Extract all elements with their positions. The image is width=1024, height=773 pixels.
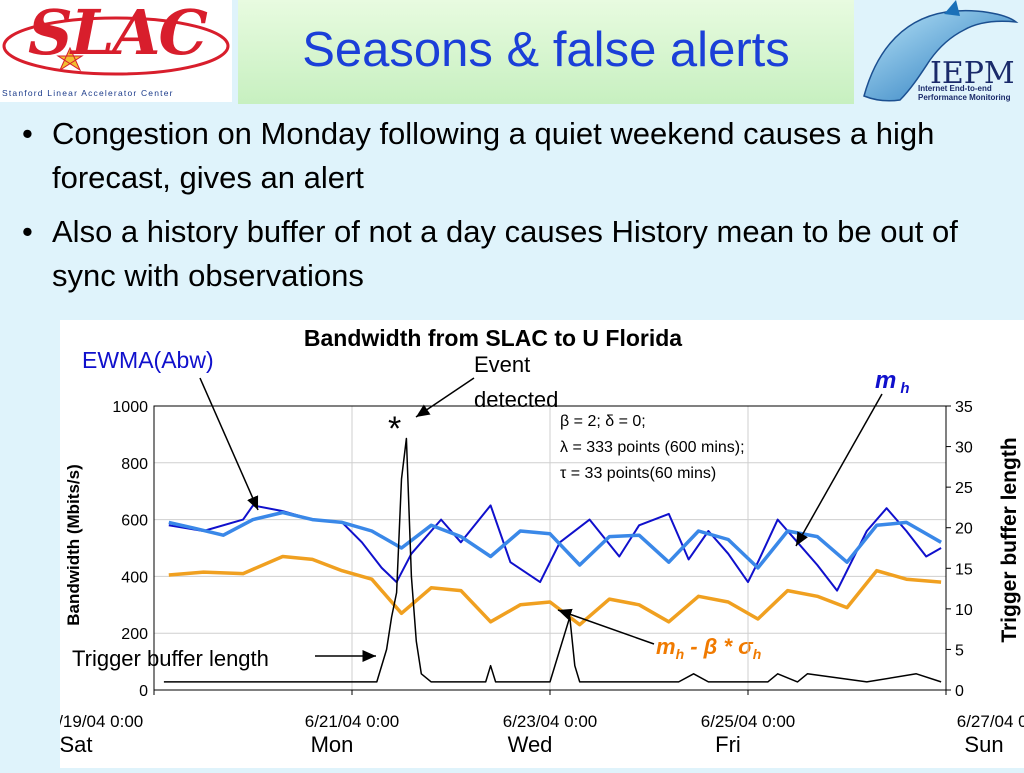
event-star-annotation: * <box>388 410 401 448</box>
iepm-logo <box>856 0 1024 108</box>
series-line <box>168 504 942 592</box>
y2-tick-label: 15 <box>955 561 973 578</box>
series-line <box>168 510 942 570</box>
ewma-arrow-icon <box>199 377 259 511</box>
bullet-list: • Congestion on Monday following a quiet… <box>22 112 1012 308</box>
param-beta-delta: β = 2; δ = 0; <box>560 413 646 430</box>
bullet-dot-icon: • <box>22 214 33 249</box>
title-box: Seasons & false alerts <box>238 0 854 104</box>
iepm-logo-text: IEPM <box>930 56 1015 91</box>
slac-logo-text: SLAC <box>28 0 208 69</box>
chart: Bandwidth from SLAC to U Florida EWMA(Ab… <box>49 320 1024 768</box>
y-tick-label: 800 <box>121 456 148 473</box>
x-day-label: Fri <box>715 732 741 757</box>
y-tick-label: 400 <box>121 569 148 586</box>
event-annotation: Event <box>474 352 530 377</box>
mh-arrow-icon <box>795 393 883 547</box>
y-axis-label: Bandwidth (Mbits/s) <box>64 464 83 625</box>
bullet-text: Also a history buffer of not a day cause… <box>52 214 958 293</box>
chart-title: Bandwidth from SLAC to U Florida <box>304 325 682 351</box>
x-day-label: Sat <box>60 732 93 757</box>
y-tick-label: 0 <box>139 683 148 700</box>
chart-gridlines <box>153 405 947 691</box>
slac-logo: SLAC Stanford Linear Accelerator Center <box>0 0 232 102</box>
param-tau: τ = 33 points(60 mins) <box>560 465 716 482</box>
param-lambda: λ = 333 points (600 mins); <box>560 439 745 456</box>
event-arrow-icon <box>415 377 475 418</box>
x-tick-label: 6/23/04 0:00 <box>503 712 598 731</box>
mh-minus-annotation: mh - β * σh <box>656 634 761 662</box>
ewma-annotation: EWMA(Abw) <box>82 347 214 373</box>
page-title: Seasons & false alerts <box>302 23 790 77</box>
y2-tick-label: 30 <box>955 440 973 457</box>
x-tick-label: 6/19/04 0:00 <box>60 712 143 731</box>
y-tick-label: 200 <box>121 626 148 643</box>
y2-tick-label: 25 <box>955 480 973 497</box>
y2-tick-label: 10 <box>955 602 973 619</box>
x-day-label: Mon <box>311 732 354 757</box>
trigger-annotation: Trigger buffer length <box>72 646 269 671</box>
bullet-item: • Also a history buffer of not a day cau… <box>22 210 1012 298</box>
y-tick-label: 1000 <box>112 399 148 416</box>
y2-axis-label: Trigger buffer length <box>998 437 1021 642</box>
chart-series <box>163 437 942 683</box>
x-tick-label: 6/27/04 0:00 <box>957 712 1024 731</box>
dolphin-icon <box>863 0 1019 102</box>
slac-logo-subtitle: Stanford Linear Accelerator Center <box>2 88 174 98</box>
lower-band-arrow-icon <box>557 608 655 645</box>
plot-frame <box>153 405 947 691</box>
chart-annotation-arrows <box>199 377 883 662</box>
y2-tick-label: 0 <box>955 683 964 700</box>
bullet-text: Congestion on Monday following a quiet w… <box>52 116 935 195</box>
x-tick-label: 6/21/04 0:00 <box>305 712 400 731</box>
bullet-item: • Congestion on Monday following a quiet… <box>22 112 1012 200</box>
x-tick-label: 6/25/04 0:00 <box>701 712 796 731</box>
x-day-label: Wed <box>508 732 553 757</box>
series-line <box>163 437 942 683</box>
y2-tick-label: 5 <box>955 642 964 659</box>
detected-annotation: detected <box>474 387 558 412</box>
y-tick-label: 600 <box>121 513 148 530</box>
x-day-label: Sun <box>964 732 1003 757</box>
chart-axes <box>153 405 951 695</box>
chart-tick-labels: 0 200 400 600 800 1000 0 5 10 15 20 25 30 35 6/19/04 0… <box>49 399 1024 757</box>
chart-svg: Bandwidth from SLAC to U Florida EWMA(Ab… <box>49 325 1024 757</box>
y2-tick-label: 20 <box>955 521 973 538</box>
bullet-dot-icon: • <box>22 116 33 151</box>
series-line <box>168 554 942 627</box>
y2-tick-label: 35 <box>955 399 973 416</box>
iepm-logo-subtitle: Internet End-to-end Performance Monitori… <box>918 84 1011 102</box>
slac-logo-swoosh-icon <box>2 16 230 76</box>
